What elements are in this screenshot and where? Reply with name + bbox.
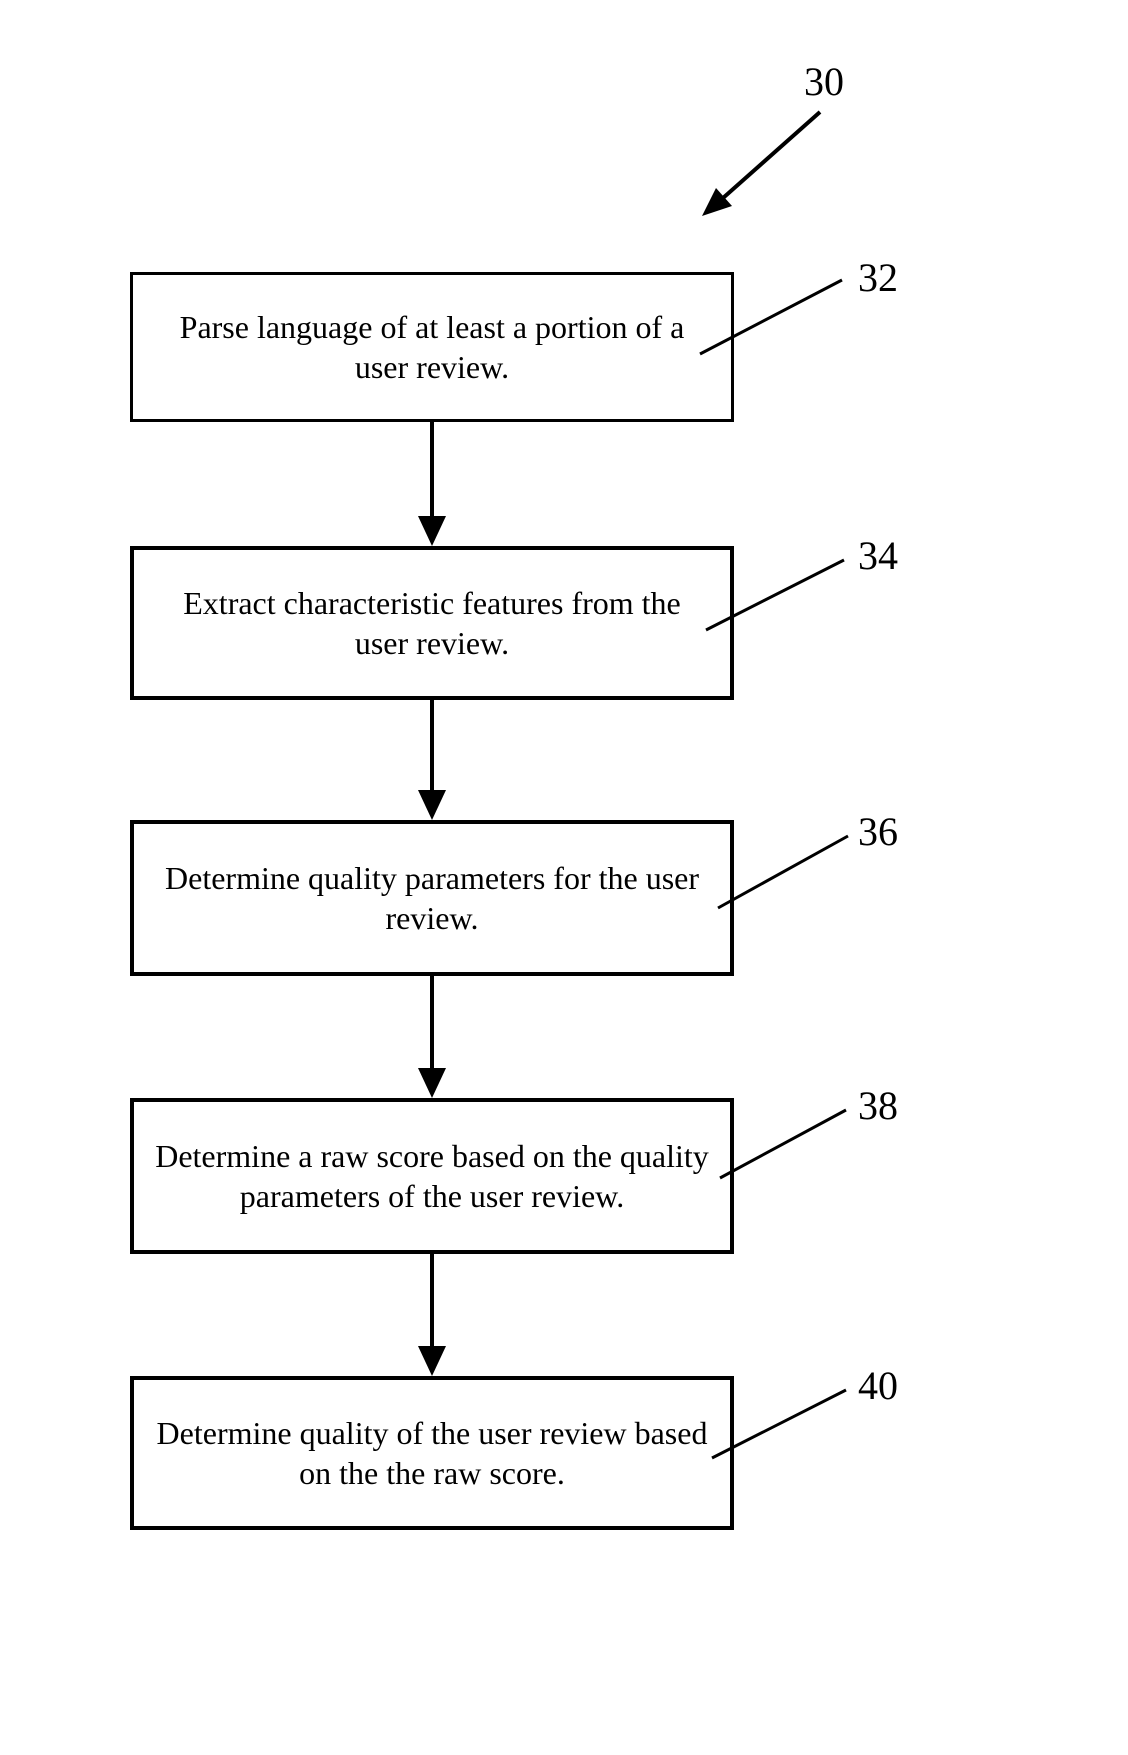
flow-step-38: Determine a raw score based on the quali… — [130, 1098, 734, 1254]
lead-line-36 — [718, 836, 848, 908]
ref-pointer-30 — [702, 112, 820, 216]
flow-arrow-38-40 — [418, 1254, 446, 1376]
flow-step-text: Determine quality of the user review bas… — [156, 1413, 708, 1493]
flow-step-text: Parse language of at least a portion of … — [155, 307, 709, 387]
ref-label-32: 32 — [858, 254, 898, 301]
ref-label-38: 38 — [858, 1082, 898, 1129]
lead-line-38 — [720, 1110, 846, 1178]
flow-arrow-36-38 — [418, 976, 446, 1098]
ref-label-40: 40 — [858, 1362, 898, 1409]
flow-step-text: Extract characteristic features from the… — [156, 583, 708, 663]
flow-step-36: Determine quality parameters for the use… — [130, 820, 734, 976]
flow-step-text: Determine quality parameters for the use… — [156, 858, 708, 938]
ref-label-30: 30 — [804, 58, 844, 105]
flow-step-40: Determine quality of the user review bas… — [130, 1376, 734, 1530]
ref-label-36: 36 — [858, 808, 898, 855]
ref-label-34: 34 — [858, 532, 898, 579]
flow-step-32: Parse language of at least a portion of … — [130, 272, 734, 422]
flow-step-34: Extract characteristic features from the… — [130, 546, 734, 700]
flow-arrow-32-34 — [418, 422, 446, 546]
flow-arrow-34-36 — [418, 700, 446, 820]
flow-step-text: Determine a raw score based on the quali… — [152, 1136, 712, 1216]
